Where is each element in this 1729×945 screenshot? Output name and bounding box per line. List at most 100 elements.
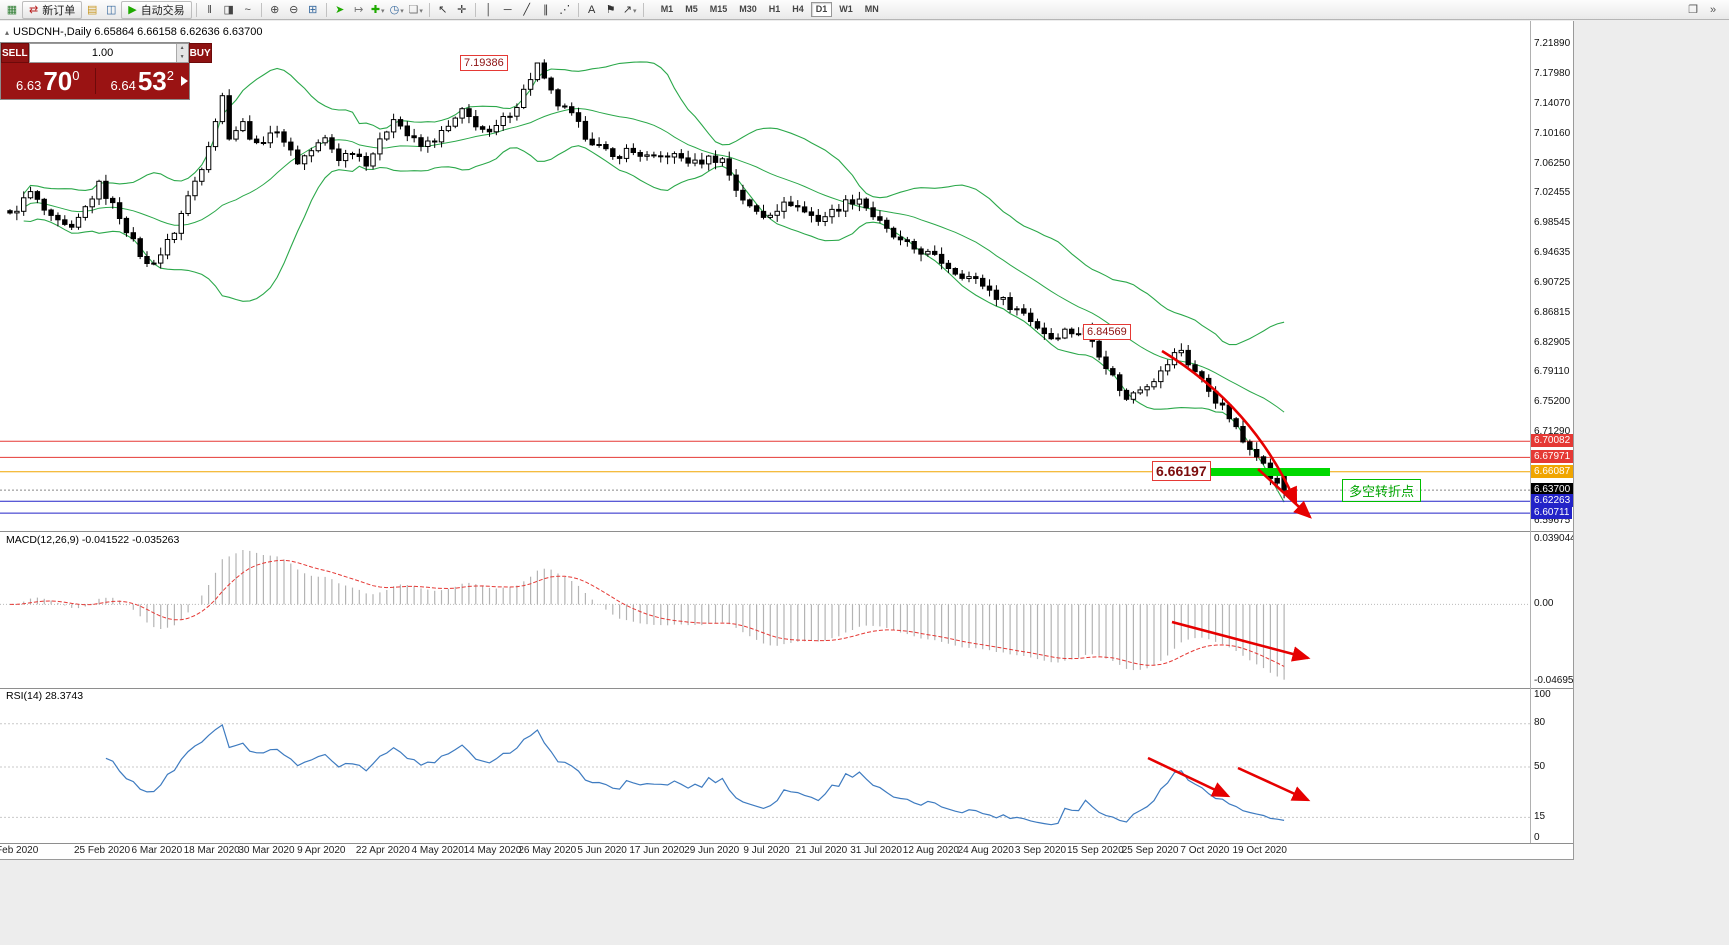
trendline-icon[interactable]: ╱ xyxy=(523,3,530,16)
quote-divider xyxy=(94,68,96,94)
price-trend-arrow[interactable] xyxy=(1161,349,1298,506)
bollinger-lower-line xyxy=(23,145,1285,503)
buy-price-big: 53 xyxy=(137,65,167,96)
candlestick-chart-icon[interactable]: ◨ xyxy=(223,3,234,16)
toolbar-more-icon[interactable]: » xyxy=(1709,3,1717,16)
toolbar-separator xyxy=(260,2,262,17)
support-price-annotation[interactable]: 6.66197 xyxy=(1152,461,1211,481)
zoom-out-icon[interactable]: ⊖ xyxy=(289,3,299,16)
toolbar-separator xyxy=(577,2,579,17)
macd-axis-max: 0.039044 xyxy=(1534,533,1574,544)
pivot-note[interactable]: 多空转折点 xyxy=(1342,479,1422,502)
chart-profile-icon[interactable]: ❐ xyxy=(1688,3,1698,16)
auto-trading-button-label: 自动交易 xyxy=(140,4,185,17)
rsi-axis-0: 0 xyxy=(1534,832,1540,843)
buy-price-display[interactable]: 6.64532 xyxy=(96,66,190,97)
timeframe-button-m30[interactable]: M30 xyxy=(739,4,757,14)
volume-control: ▲ ▼ xyxy=(28,43,189,63)
timeframe-button-h4[interactable]: H4 xyxy=(792,4,804,14)
bollinger-upper-line xyxy=(23,61,1285,346)
rsi-trend-arrow-1[interactable] xyxy=(1147,756,1231,798)
profiles-icon[interactable]: ◫ xyxy=(106,3,117,16)
rsi-axis-100: 100 xyxy=(1534,689,1551,700)
toolbar-separator xyxy=(325,2,327,17)
new-chart-icon[interactable]: ▦ xyxy=(6,3,18,16)
timeframe-button-h1[interactable]: H1 xyxy=(768,4,781,14)
rsi-axis-80: 80 xyxy=(1534,717,1546,728)
volume-input[interactable] xyxy=(29,44,176,62)
sell-price-display[interactable]: 6.63700 xyxy=(1,66,95,97)
trade-panel-controls: SELL ▲ ▼ BUY xyxy=(1,43,212,63)
macd-group xyxy=(0,550,1530,680)
text-label-icon[interactable]: ⚑ xyxy=(605,3,616,16)
horizontal-line-icon[interactable]: ─ xyxy=(503,3,512,16)
symbol-ohlc-label: ▴ USDCNH-,Daily 6.65864 6.66158 6.62636 … xyxy=(5,26,263,38)
chart-canvas[interactable] xyxy=(0,21,1573,859)
line-chart-icon[interactable]: ~ xyxy=(244,3,251,16)
timeframe-toolbar: M1 M5 M15 M30 H1 H4 D1 W1 MN xyxy=(656,2,884,17)
sell-price-small: 6.63 xyxy=(16,77,42,93)
timeframe-button-m15[interactable]: M15 xyxy=(709,4,728,14)
new-order-button[interactable]: ⇄ 新订单 xyxy=(22,0,83,19)
vertical-line-icon[interactable]: │ xyxy=(485,3,493,16)
macd-trend-arrow[interactable] xyxy=(1171,620,1311,662)
rsi-axis-15: 15 xyxy=(1534,811,1546,822)
auto-trading-button[interactable]: ▶ 自动交易 xyxy=(121,0,192,19)
macd-axis-zero: 0.00 xyxy=(1534,598,1554,609)
indicators-icon[interactable]: ✚▾ xyxy=(370,3,385,16)
chart-shift-icon[interactable]: ↦ xyxy=(354,3,364,16)
bollinger-middle-line xyxy=(23,107,1285,413)
sell-price-sup: 0 xyxy=(72,67,80,83)
toolbar-separator xyxy=(195,2,197,17)
volume-spinner: ▲ ▼ xyxy=(175,44,188,62)
toolbar-separator xyxy=(474,2,476,17)
periods-icon[interactable]: ◷▾ xyxy=(389,3,404,16)
auto-scroll-icon[interactable]: ➤ xyxy=(335,3,345,16)
bar-chart-icon[interactable]: ‖ xyxy=(207,3,212,16)
volume-down-button[interactable]: ▼ xyxy=(176,53,188,62)
auto-trading-icon: ▶ xyxy=(128,4,137,16)
macd-label: MACD(12,26,9) -0.041522 -0.035263 xyxy=(6,534,180,546)
macd-axis-min: -0.046959 xyxy=(1534,675,1574,686)
swing-price-annotation[interactable]: 6.84569 xyxy=(1083,324,1131,340)
rsi-label: RSI(14) 28.3743 xyxy=(6,690,84,702)
buy-button[interactable]: BUY xyxy=(188,43,212,63)
chart-window[interactable]: ▴ USDCNH-,Daily 6.65864 6.66158 6.62636 … xyxy=(0,21,1574,860)
macd-signal-line xyxy=(9,559,1285,667)
bollinger-bands xyxy=(23,61,1285,503)
rsi-trend-arrow-2[interactable] xyxy=(1237,766,1311,802)
candles-group xyxy=(7,59,1287,499)
volume-up-button[interactable]: ▲ xyxy=(176,44,188,53)
main-toolbar: ▦ ⇄ 新订单 ▤ ◫ ▶ 自动交易 ‖ ◨ ~ ⊕ ⊖ ⊞ ➤ ↦ ✚▾ ◷▾ ❏▾ ↖ ✛ │ ─ ╱ ∥ ⋰ A ⚑ ↗▾ M1 M… xyxy=(0,0,1729,20)
timeframe-button-m1[interactable]: M1 xyxy=(660,4,674,14)
peak-price-annotation[interactable]: 7.19386 xyxy=(460,55,508,71)
rsi-axis-50: 50 xyxy=(1534,761,1546,772)
buy-price-sup: 2 xyxy=(166,67,174,83)
crosshair-icon[interactable]: ✛ xyxy=(457,3,467,16)
timeframe-button-w1[interactable]: W1 xyxy=(839,4,853,14)
new-order-button-label: 新订单 xyxy=(42,4,76,17)
arrows-tool-icon[interactable]: ↗▾ xyxy=(622,3,637,16)
text-tool-icon[interactable]: A xyxy=(588,3,596,16)
rsi-group xyxy=(0,723,1530,826)
trade-panel-quotes: 6.63700 6.64532 xyxy=(1,63,189,99)
timeframe-button-mn[interactable]: MN xyxy=(864,4,879,14)
cursor-icon[interactable]: ↖ xyxy=(438,3,448,16)
buy-price-small: 6.64 xyxy=(110,77,136,93)
tile-windows-icon[interactable]: ⊞ xyxy=(308,3,318,16)
symbol-ohlc-text: USDCNH-,Daily 6.65864 6.66158 6.62636 6.… xyxy=(13,26,263,38)
new-order-icon: ⇄ xyxy=(29,4,39,16)
panel-collapse-arrow[interactable] xyxy=(181,76,188,86)
channel-icon[interactable]: ∥ xyxy=(542,3,549,16)
rsi-line xyxy=(105,723,1285,826)
timeframe-button-d1[interactable]: D1 xyxy=(810,2,833,17)
support-zone-bar[interactable] xyxy=(1210,468,1330,476)
templates-icon[interactable]: ❏▾ xyxy=(408,3,423,16)
timeframe-button-m5[interactable]: M5 xyxy=(685,4,698,14)
sell-price-big: 70 xyxy=(43,65,73,96)
zoom-in-icon[interactable]: ⊕ xyxy=(270,3,280,16)
history-center-icon[interactable]: ▤ xyxy=(87,3,98,16)
sell-button[interactable]: SELL xyxy=(1,43,29,63)
fibonacci-icon[interactable]: ⋰ xyxy=(559,3,571,16)
price-breakdown-arrow[interactable] xyxy=(1257,468,1312,519)
